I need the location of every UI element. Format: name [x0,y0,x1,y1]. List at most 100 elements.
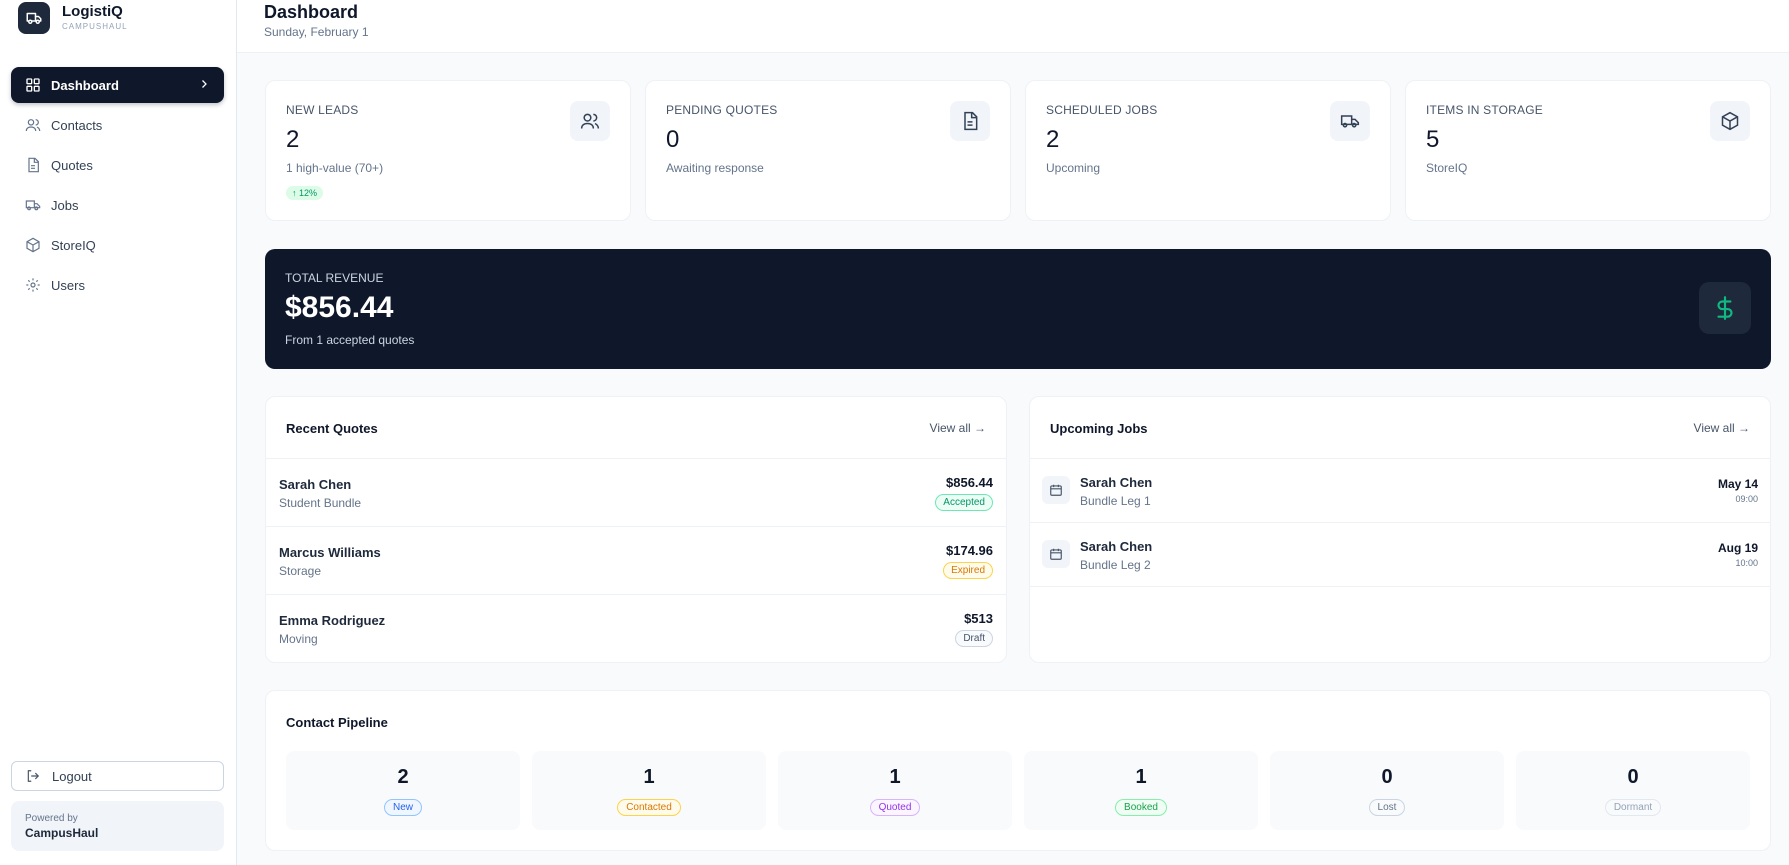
panel-header: Recent Quotes View all → [266,397,1006,459]
stat-subtext: Awaiting response [666,161,764,175]
trend-badge: ↑ 12% [286,186,324,200]
stat-label: SCHEDULED JOBS [1046,103,1158,117]
brand-subtitle: CAMPUSHAUL [62,22,128,31]
quote-contact-name: Sarah Chen [279,477,352,492]
stage-badge: Dormant [1604,799,1662,816]
quote-amount: $513 [964,611,993,626]
stage-badge: Contacted [617,799,681,816]
stat-subtext: 1 high-value (70+) [286,161,384,175]
quote-row[interactable]: Emma Rodriguez Moving $513 Draft [266,595,1006,662]
stat-card-items-in-storage[interactable]: ITEMS IN STORAGE 5 StoreIQ [1405,80,1771,221]
panel-title: Upcoming Jobs [1050,421,1148,436]
stage-badge: New [383,799,422,816]
pipeline-stage-dormant[interactable]: 0 Dormant [1516,751,1750,830]
page-title: Dashboard [264,2,359,22]
stat-value: 2 [286,126,300,153]
panel-title: Contact Pipeline [286,715,388,730]
stage-badge: Lost [1368,799,1406,816]
stat-label: PENDING QUOTES [666,103,778,117]
logout-label: Logout [52,768,92,784]
page-header: Dashboard Sunday, February 1 [237,0,1789,53]
quote-contact-name: Emma Rodriguez [279,613,386,628]
panel-title: Recent Quotes [286,421,378,436]
quote-contact-name: Marcus Williams [279,545,381,560]
quote-row[interactable]: Marcus Williams Storage $174.96 Expired [266,527,1006,595]
stat-label: ITEMS IN STORAGE [1426,103,1543,117]
total-revenue-card: TOTAL REVENUE $856.44 From 1 accepted qu… [265,249,1771,369]
job-contact-name: Sarah Chen [1080,475,1153,490]
logout-button[interactable]: Logout [11,761,224,791]
status-badge: Expired [943,562,993,579]
chevron-right-icon [198,78,210,90]
logout-icon [26,769,40,783]
job-contact-name: Sarah Chen [1080,539,1153,554]
box-icon [25,237,41,253]
job-time: 09:00 [1735,494,1758,504]
quote-type: Moving [279,632,318,646]
sidebar-item-quotes[interactable]: Quotes [11,147,224,183]
stage-count: 0 [1627,766,1639,788]
pipeline-stage-new[interactable]: 2 New [286,751,520,830]
truck-icon [1330,101,1370,141]
pipeline-stage-quoted[interactable]: 1 Quoted [778,751,1012,830]
stage-count: 0 [1381,766,1393,788]
calendar-icon [1042,476,1070,504]
sidebar-item-label: Jobs [51,197,79,213]
stage-count: 1 [889,766,901,788]
status-badge: Accepted [935,494,993,511]
job-date: May 14 [1717,477,1758,491]
stage-badge: Quoted [869,799,921,816]
sidebar-nav: Dashboard Contacts Quotes Jobs [11,67,224,307]
job-leg: Bundle Leg 1 [1080,494,1151,508]
sidebar-item-label: Users [51,277,85,293]
truck-icon [25,197,41,213]
powered-by-label: Powered by [25,813,78,824]
powered-by-name: CampusHaul [25,826,99,840]
sidebar-item-jobs[interactable]: Jobs [11,187,224,223]
truck-logo-icon [18,2,50,34]
revenue-label: TOTAL REVENUE [285,271,384,285]
stage-count: 1 [643,766,655,788]
pipeline-stage-lost[interactable]: 0 Lost [1270,751,1504,830]
quote-amount: $174.96 [946,543,993,558]
job-time: 10:00 [1735,558,1758,568]
stage-badge: Booked [1115,799,1167,816]
dollar-icon [1699,282,1751,334]
revenue-value: $856.44 [285,291,394,324]
sidebar-item-label: StoreIQ [51,237,96,253]
stage-count: 1 [1135,766,1147,788]
view-all-quotes-link[interactable]: View all → [929,421,986,435]
upcoming-jobs-panel: Upcoming Jobs View all → Sarah Chen Bund… [1029,396,1771,663]
sidebar-item-storeiq[interactable]: StoreIQ [11,227,224,263]
job-date: Aug 19 [1717,541,1758,555]
sidebar-item-label: Quotes [51,157,93,173]
pipeline-stage-contacted[interactable]: 1 Contacted [532,751,766,830]
job-row[interactable]: Sarah Chen Bundle Leg 2 Aug 19 10:00 [1030,523,1770,587]
sidebar-item-label: Contacts [51,117,103,133]
revenue-subtext: From 1 accepted quotes [285,333,415,347]
calendar-icon [1042,540,1070,568]
recent-quotes-panel: Recent Quotes View all → Sarah Chen Stud… [265,396,1007,663]
stat-subtext: Upcoming [1046,161,1101,175]
job-row[interactable]: Sarah Chen Bundle Leg 1 May 14 09:00 [1030,459,1770,523]
file-icon [25,157,41,173]
sidebar-item-dashboard[interactable]: Dashboard [11,67,224,103]
users-icon [570,101,610,141]
quote-type: Storage [279,564,322,578]
page-date: Sunday, February 1 [264,25,369,39]
stat-card-pending-quotes[interactable]: PENDING QUOTES 0 Awaiting response [645,80,1011,221]
stat-card-scheduled-jobs[interactable]: SCHEDULED JOBS 2 Upcoming [1025,80,1391,221]
stat-value: 2 [1046,126,1060,153]
quote-amount: $856.44 [946,475,993,490]
view-all-jobs-link[interactable]: View all → [1693,421,1750,435]
dashboard-icon [25,77,41,93]
file-icon [950,101,990,141]
quote-row[interactable]: Sarah Chen Student Bundle $856.44 Accept… [266,459,1006,527]
pipeline-stage-booked[interactable]: 1 Booked [1024,751,1258,830]
brand[interactable]: LogistiQ CAMPUSHAUL [18,2,128,34]
stat-subtext: StoreIQ [1426,161,1468,175]
sidebar-item-contacts[interactable]: Contacts [11,107,224,143]
powered-by-card: Powered by CampusHaul [11,801,224,851]
stat-card-new-leads[interactable]: NEW LEADS 2 1 high-value (70+) ↑ 12% [265,80,631,221]
sidebar-item-users[interactable]: Users [11,267,224,303]
